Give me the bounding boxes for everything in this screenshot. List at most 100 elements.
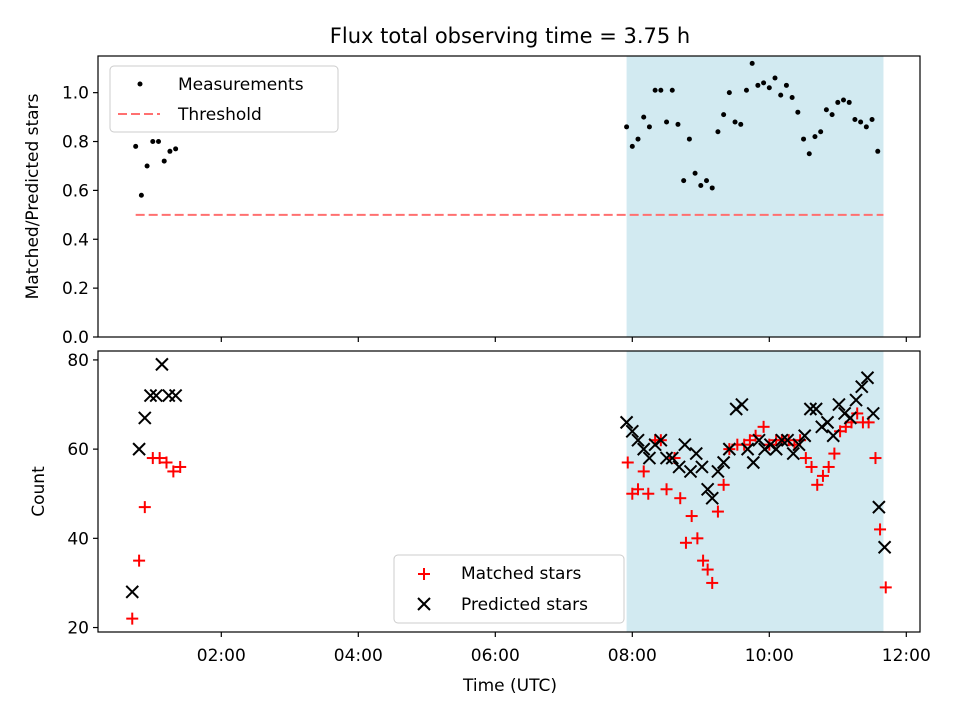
y-tick-label: 0.0	[62, 328, 89, 348]
matched-star-marker	[717, 478, 730, 491]
matched-star-marker	[701, 563, 714, 576]
predicted-star-marker	[654, 433, 668, 447]
measurement-point	[664, 119, 670, 125]
measurement-point	[875, 148, 881, 154]
x-tick-label: 04:00	[334, 646, 383, 666]
measurement-point	[761, 80, 767, 86]
legend-x-marker	[417, 597, 431, 611]
measurement-point	[726, 90, 732, 96]
predicted-star-marker	[619, 415, 634, 430]
matched-star-marker	[621, 456, 634, 469]
matched-star-marker	[711, 505, 724, 518]
bottom-plot-frame	[97, 350, 921, 633]
measurement-point	[652, 87, 658, 93]
measurement-point	[709, 185, 715, 191]
x-tick-label: 02:00	[197, 646, 246, 666]
predicted-star-marker	[780, 433, 795, 447]
measurement-point	[823, 107, 829, 113]
y-tick-label: 20	[67, 619, 89, 639]
predicted-star-marker	[711, 464, 725, 479]
measurement-point	[150, 139, 156, 145]
predicted-star-marker	[820, 415, 835, 430]
measurement-point	[863, 124, 869, 130]
measurement-point	[749, 60, 755, 66]
predicted-star-marker	[803, 402, 818, 416]
predicted-stars-points	[125, 357, 892, 599]
predicted-star-marker	[849, 393, 863, 407]
predicted-star-marker	[786, 446, 800, 461]
x-tick-label: 12:00	[882, 646, 931, 666]
predicted-star-marker	[877, 540, 892, 554]
predicted-star-marker	[132, 442, 146, 456]
y-tick-label: 0.2	[62, 279, 89, 299]
predicted-star-marker	[832, 397, 846, 412]
top-y-axis-label: Matched/Predicted stars	[23, 93, 43, 299]
predicted-star-marker	[155, 357, 169, 372]
predicted-star-marker	[826, 429, 840, 443]
measurement-point	[846, 99, 852, 105]
predicted-star-marker	[695, 460, 709, 474]
predicted-star-marker	[752, 433, 766, 447]
legend-label-predicted-stars: Predicted stars	[461, 595, 588, 615]
matched-star-marker	[167, 465, 180, 478]
matched-star-marker	[637, 465, 650, 478]
y-tick-label: 0.4	[62, 230, 89, 250]
bottom-x-axis-ticks: 02:00 04:00 06:00 08:00 10:00 12:00	[197, 632, 931, 666]
matched-star-marker	[706, 576, 719, 589]
matched-star-marker	[874, 523, 887, 536]
bottom-legend-box	[393, 554, 625, 624]
matched-star-marker	[674, 492, 687, 505]
predicted-star-marker	[631, 433, 645, 447]
matched-star-marker	[160, 456, 173, 469]
legend-label-measurements: Measurements	[178, 75, 304, 95]
measurement-point	[812, 134, 818, 140]
matched-star-marker	[828, 447, 841, 460]
predicted-star-marker	[740, 442, 755, 456]
predicted-star-marker	[872, 500, 886, 514]
measurement-point	[173, 146, 179, 152]
measurement-point	[835, 99, 841, 105]
matched-star-marker	[691, 532, 704, 545]
legend-label-threshold: Threshold	[177, 105, 262, 125]
measurement-points	[133, 60, 881, 198]
predicted-star-marker	[716, 455, 731, 470]
matched-star-marker	[138, 501, 151, 514]
measurement-point	[852, 117, 858, 123]
measurement-point	[686, 136, 692, 142]
measurement-point	[161, 158, 167, 164]
matched-star-marker	[799, 452, 812, 465]
measurement-point	[732, 119, 738, 125]
top-y-axis-ticks: 0.0 0.2 0.4 0.6 0.8 1.0	[62, 84, 98, 348]
predicted-star-marker	[168, 388, 183, 403]
measurement-point	[715, 129, 721, 135]
predicted-star-marker	[735, 397, 749, 412]
top-panel: 0.0 0.2 0.4 0.6 0.8 1.0 Matched/Predicted sta…	[23, 55, 921, 348]
measurement-point	[772, 75, 778, 81]
matched-star-marker	[642, 487, 655, 500]
top-x-axis-ticks	[220, 337, 907, 342]
observing-window-band	[626, 56, 884, 337]
measurement-point	[624, 124, 630, 130]
predicted-star-marker	[809, 402, 823, 416]
matched-star-marker	[153, 452, 166, 465]
measurement-point	[806, 151, 812, 157]
matched-star-marker	[660, 483, 673, 496]
y-tick-label: 1.0	[62, 84, 89, 104]
predicted-star-marker	[143, 388, 158, 403]
x-tick-label: 06:00	[471, 646, 520, 666]
measurement-point	[841, 97, 847, 103]
predicted-star-marker	[705, 491, 719, 505]
measurement-point	[144, 163, 150, 169]
matched-star-marker	[822, 460, 835, 473]
legend-dot-marker	[137, 81, 143, 87]
measurement-point	[133, 143, 139, 149]
measurement-point	[167, 148, 173, 154]
measurement-point	[156, 139, 162, 145]
y-tick-label: 80	[67, 351, 89, 371]
measurement-point	[658, 87, 664, 93]
matched-star-marker	[805, 460, 818, 473]
predicted-star-marker	[746, 455, 761, 470]
y-tick-label: 60	[67, 440, 89, 460]
